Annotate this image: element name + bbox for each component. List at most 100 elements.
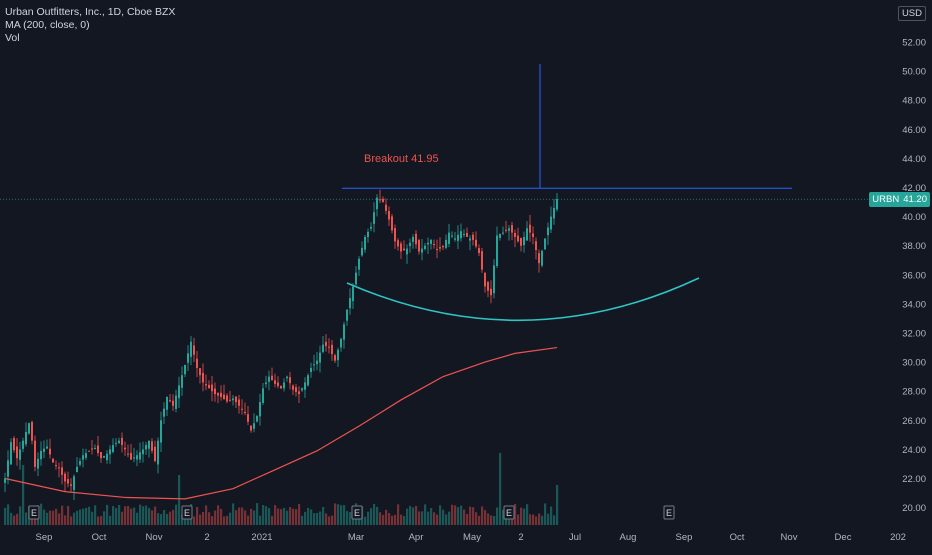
candle-body	[436, 248, 438, 251]
x-tick-label: Dec	[835, 532, 852, 543]
volume-bar	[58, 513, 61, 525]
candle-body	[214, 388, 216, 395]
volume-bar	[346, 511, 349, 525]
volume-bar	[364, 516, 367, 525]
candle-body	[415, 233, 417, 245]
volume-bar	[325, 513, 328, 525]
volume-bar	[115, 508, 118, 525]
candle-body	[373, 212, 375, 224]
volume-bar	[253, 510, 256, 525]
earnings-marker-label: E	[184, 508, 190, 518]
volume-bar	[88, 506, 91, 525]
symbol-title[interactable]: Urban Outfitters, Inc., 1D, Cboe BZX	[5, 6, 176, 18]
breakout-annotation[interactable]: Breakout 41.95	[364, 153, 439, 165]
candle-body	[76, 466, 78, 472]
candle-body	[265, 382, 267, 385]
x-tick-label: Sep	[676, 532, 693, 543]
volume-bar	[412, 507, 415, 525]
candle-body	[274, 380, 276, 384]
candle-body	[526, 228, 528, 241]
volume-bar	[382, 514, 385, 525]
volume-bar	[394, 514, 397, 525]
volume-bar	[118, 505, 121, 525]
candle-body	[220, 392, 222, 398]
currency-selector[interactable]: USD	[897, 6, 926, 21]
volume-bar	[415, 505, 418, 525]
volume-bar	[349, 511, 352, 525]
volume-bar	[280, 509, 283, 525]
volume-bar	[4, 507, 7, 525]
volume-bar	[73, 512, 76, 525]
candle-body	[520, 237, 522, 246]
volume-bar	[259, 515, 262, 525]
candle-body	[64, 473, 66, 482]
candle-body	[451, 235, 453, 237]
volume-bar	[331, 515, 334, 525]
candle-body	[556, 199, 558, 210]
volume-bar	[391, 515, 394, 525]
candle-body	[349, 298, 351, 309]
volume-bar	[214, 510, 217, 525]
candle-body	[55, 465, 57, 467]
y-tick-label: 32.00	[902, 329, 926, 340]
volume-bar	[271, 515, 274, 525]
last-price-ticker: URBN	[872, 194, 900, 205]
x-tick-label: May	[463, 532, 481, 543]
candle-body	[85, 453, 87, 458]
volume-bar	[475, 512, 478, 525]
volume-bar	[358, 516, 361, 525]
candle-body	[307, 375, 309, 386]
volume-bar	[424, 504, 427, 525]
candle-body	[256, 415, 258, 422]
candle-body	[208, 384, 210, 389]
candle-body	[79, 461, 81, 465]
candle-body	[16, 446, 18, 459]
candle-body	[67, 479, 69, 484]
volume-bar	[262, 505, 265, 525]
candle-body	[52, 458, 54, 463]
volume-bar	[496, 507, 499, 525]
volume-bar	[154, 506, 157, 525]
volume-indicator-label[interactable]: Vol	[5, 32, 20, 44]
volume-bar	[550, 506, 553, 525]
volume-bar	[493, 515, 496, 525]
candle-body	[118, 440, 120, 444]
volume-bar	[205, 505, 208, 525]
volume-bar	[502, 509, 505, 525]
volume-bar	[421, 511, 424, 525]
ma-indicator-label[interactable]: MA (200, close, 0)	[5, 19, 90, 31]
candle-body	[367, 231, 369, 238]
candle-body	[424, 245, 426, 249]
volume-bar	[478, 515, 481, 525]
candle-body	[187, 353, 189, 363]
candle-body	[169, 400, 171, 402]
candle-body	[244, 411, 246, 414]
volume-bar	[19, 506, 22, 525]
volume-bar	[538, 513, 541, 525]
volume-bar	[112, 506, 115, 525]
y-tick-label: 34.00	[902, 299, 926, 310]
candle-body	[481, 251, 483, 270]
candle-body	[229, 399, 231, 401]
volume-bar	[172, 509, 175, 525]
candle-body	[154, 446, 156, 462]
volume-bar	[133, 507, 136, 525]
volume-bar	[532, 514, 535, 525]
volume-bar	[547, 513, 550, 525]
volume-bar	[7, 504, 10, 525]
earnings-marker-label: E	[31, 508, 37, 518]
volume-bar	[484, 510, 487, 525]
volume-bar	[199, 514, 202, 525]
volume-bar	[526, 504, 529, 525]
candle-body	[433, 244, 435, 246]
candle-body	[121, 437, 123, 446]
volume-bar	[430, 507, 433, 525]
volume-bar	[64, 515, 67, 525]
candle-body	[217, 392, 219, 396]
candle-body	[334, 355, 336, 361]
candle-body	[271, 375, 273, 381]
candle-body	[73, 476, 75, 490]
y-tick-label: 30.00	[902, 358, 926, 369]
